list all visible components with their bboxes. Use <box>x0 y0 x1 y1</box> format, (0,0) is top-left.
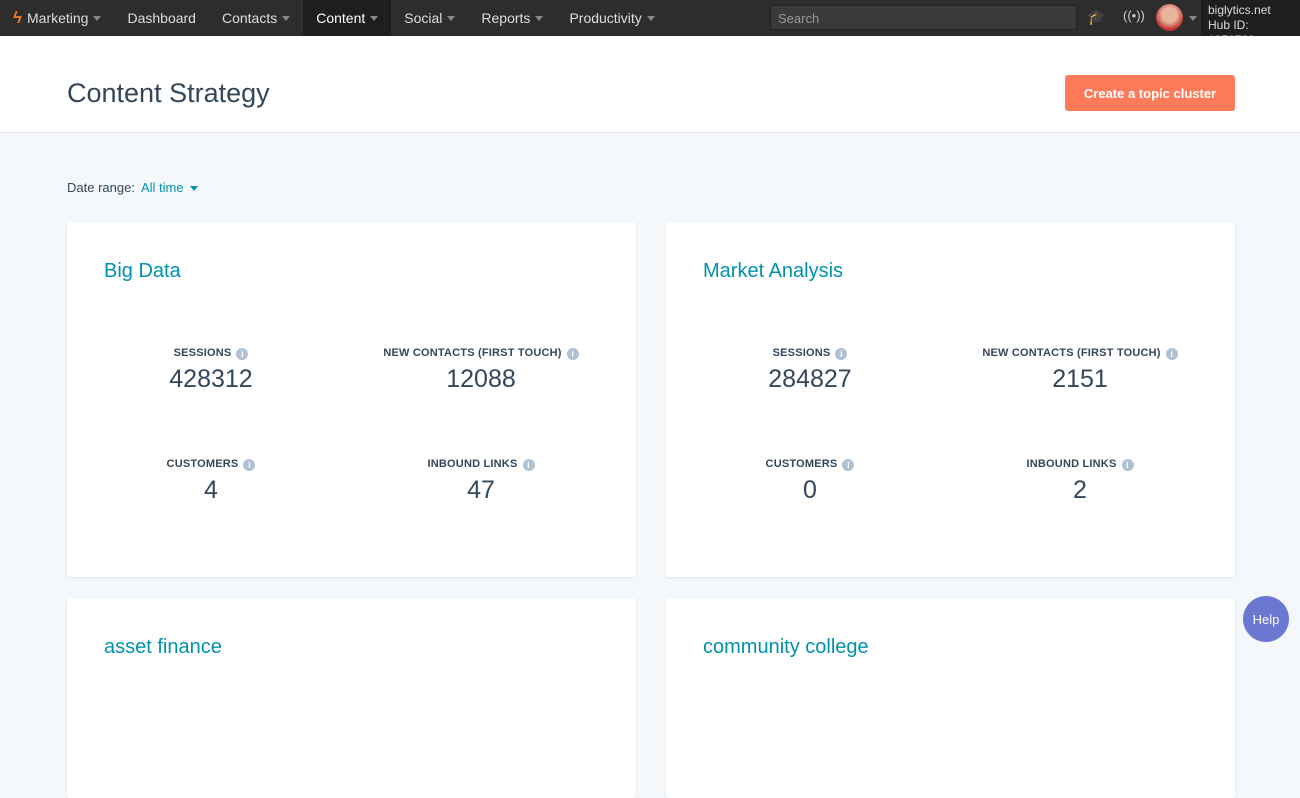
top-nav: ϟ Marketing Dashboard Contacts Content Socia… <box>0 0 1300 47</box>
caret-down-icon <box>282 15 291 21</box>
metric: CUSTOMERS i 0 <box>685 458 935 505</box>
metric-value: 2151 <box>1052 365 1108 393</box>
topic-card[interactable]: Big Data SESSIONS i 428312 NEW CONTACTS (FIR… <box>67 222 636 577</box>
metric: INBOUND LINKS i 47 <box>356 458 606 505</box>
metric: CUSTOMERS i 4 <box>86 458 336 505</box>
date-range-label: Date range: <box>67 180 135 195</box>
topic-card[interactable]: asset finance <box>67 598 636 798</box>
metric-value: 284827 <box>768 365 852 393</box>
metric: NEW CONTACTS (FIRST TOUCH) i 12088 <box>356 347 606 394</box>
nav-productivity[interactable]: Productivity <box>556 0 667 36</box>
topic-card[interactable]: community college <box>666 598 1235 798</box>
metric: INBOUND LINKS i 2 <box>955 458 1205 505</box>
caret-down-icon <box>370 15 379 21</box>
metric-value: 428312 <box>169 365 253 393</box>
metric-value: 12088 <box>446 365 516 393</box>
nav-reports[interactable]: Reports <box>468 0 556 36</box>
account-name: biglytics.net <box>1208 3 1271 17</box>
info-icon[interactable]: i <box>243 459 256 471</box>
metric-value: 0 <box>803 476 817 504</box>
brand-label: Marketing <box>27 10 89 26</box>
metric-value: 2 <box>1073 476 1087 504</box>
date-range-dropdown[interactable]: All time <box>140 180 184 195</box>
metric: NEW CONTACTS (FIRST TOUCH) i 2151 <box>955 347 1205 394</box>
topic-card[interactable]: Market Analysis SESSIONS i 284827 NEW CONTAC… <box>666 222 1235 577</box>
nav-label: Productivity <box>569 10 642 26</box>
caret-down-icon <box>535 15 544 21</box>
info-icon[interactable]: i <box>522 459 535 471</box>
caret-down-icon[interactable] <box>1189 16 1197 21</box>
metric-label: SESSIONS <box>772 347 831 359</box>
info-icon[interactable]: i <box>842 459 855 471</box>
nav-label: Social <box>404 10 443 26</box>
nav-contacts[interactable]: Contacts <box>209 0 303 36</box>
metric-label: CUSTOMERS <box>166 458 239 470</box>
nav-label: Dashboard <box>127 10 196 26</box>
metric-label: NEW CONTACTS (FIRST TOUCH) <box>383 347 562 359</box>
nav-label: Contacts <box>221 10 278 26</box>
info-icon[interactable]: i <box>835 348 848 360</box>
page-header: Content Strategy Create a topic cluster <box>0 36 1300 133</box>
nav-label: Reports <box>481 10 531 26</box>
caret-down-icon <box>447 15 456 21</box>
metric-value: 4 <box>204 476 218 504</box>
nav-social[interactable]: Social <box>391 0 468 36</box>
caret-down-icon[interactable] <box>189 186 198 192</box>
nav-marketing[interactable]: ϟ Marketing <box>0 0 114 36</box>
date-range-filter: Date range: All time <box>67 180 198 195</box>
help-button[interactable]: Help <box>1243 596 1289 642</box>
avatar[interactable] <box>1156 4 1183 31</box>
academy-icon[interactable]: 🎓 <box>1087 9 1106 26</box>
metric-value: 47 <box>467 476 495 504</box>
nav-content[interactable]: Content <box>303 0 392 36</box>
metric-label: NEW CONTACTS (FIRST TOUCH) <box>982 347 1161 359</box>
metric-label: CUSTOMERS <box>765 458 838 470</box>
info-icon[interactable]: i <box>1165 348 1178 360</box>
search-input[interactable]: Search <box>770 5 1077 30</box>
nav-label: Content <box>316 10 366 26</box>
info-icon[interactable]: i <box>566 348 579 360</box>
card-title[interactable]: Market Analysis <box>703 260 844 282</box>
metric-label: INBOUND LINKS <box>427 458 518 470</box>
card-title[interactable]: Big Data <box>104 260 181 282</box>
metric-label: INBOUND LINKS <box>1026 458 1117 470</box>
card-title[interactable]: asset finance <box>104 636 222 658</box>
caret-down-icon <box>93 15 102 21</box>
page-title: Content Strategy <box>67 78 270 108</box>
notifications-icon[interactable]: ((•)) <box>1123 8 1145 23</box>
info-icon[interactable]: i <box>236 348 249 360</box>
hubspot-logo-icon: ϟ <box>13 8 22 27</box>
info-icon[interactable]: i <box>1121 459 1134 471</box>
metric-label: SESSIONS <box>173 347 232 359</box>
nav-dashboard[interactable]: Dashboard <box>114 0 209 36</box>
metric: SESSIONS i 428312 <box>86 347 336 394</box>
metric: SESSIONS i 284827 <box>685 347 935 394</box>
card-title[interactable]: community college <box>703 636 869 658</box>
caret-down-icon <box>646 15 655 21</box>
create-topic-cluster-button[interactable]: Create a topic cluster <box>1065 75 1235 111</box>
